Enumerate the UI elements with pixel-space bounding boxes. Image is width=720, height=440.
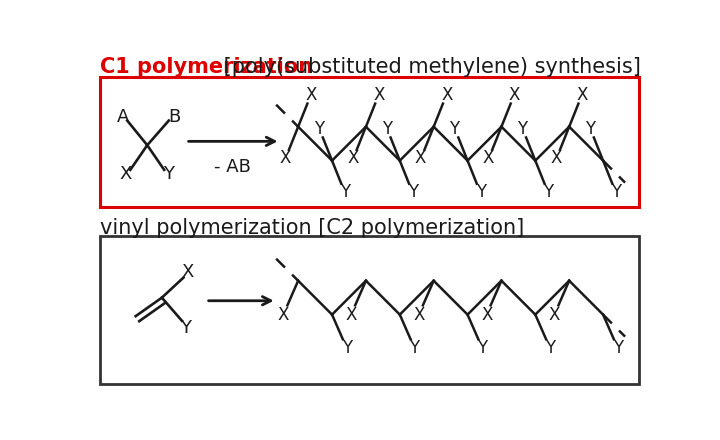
- Text: - AB: - AB: [215, 158, 251, 176]
- Text: A: A: [117, 109, 129, 126]
- Text: X: X: [181, 263, 194, 281]
- Text: X: X: [550, 149, 562, 167]
- Text: Y: Y: [545, 340, 555, 357]
- Text: C1 polymerization: C1 polymerization: [99, 57, 312, 77]
- Text: Y: Y: [341, 340, 352, 357]
- Text: X: X: [549, 306, 560, 323]
- Text: Y: Y: [408, 183, 418, 201]
- Text: Y: Y: [449, 120, 459, 138]
- Text: X: X: [278, 306, 289, 323]
- Text: X: X: [441, 86, 452, 104]
- Text: Y: Y: [314, 120, 324, 138]
- Text: Y: Y: [613, 340, 623, 357]
- Text: Y: Y: [611, 183, 621, 201]
- Text: [poly(substituted methylene) synthesis]: [poly(substituted methylene) synthesis]: [217, 57, 640, 77]
- Text: X: X: [374, 86, 384, 104]
- Text: X: X: [482, 149, 494, 167]
- Bar: [99, 236, 639, 384]
- Text: Y: Y: [585, 120, 595, 138]
- Text: X: X: [577, 86, 588, 104]
- Text: Y: Y: [340, 183, 350, 201]
- Text: Y: Y: [410, 340, 420, 357]
- Text: Y: Y: [180, 319, 192, 337]
- Text: Y: Y: [163, 165, 174, 183]
- Text: X: X: [305, 86, 317, 104]
- Text: vinyl polymerization [C2 polymerization]: vinyl polymerization [C2 polymerization]: [99, 218, 523, 238]
- Text: X: X: [415, 149, 426, 167]
- Text: X: X: [279, 149, 291, 167]
- Text: X: X: [347, 149, 359, 167]
- Text: X: X: [413, 306, 425, 323]
- Text: X: X: [120, 165, 132, 183]
- Text: X: X: [481, 306, 492, 323]
- Text: B: B: [168, 109, 180, 126]
- Text: X: X: [346, 306, 357, 323]
- Text: Y: Y: [517, 120, 527, 138]
- Text: Y: Y: [382, 120, 392, 138]
- Text: Y: Y: [544, 183, 554, 201]
- Text: Y: Y: [476, 183, 486, 201]
- Text: X: X: [509, 86, 521, 104]
- Text: Y: Y: [477, 340, 487, 357]
- Bar: [99, 77, 639, 207]
